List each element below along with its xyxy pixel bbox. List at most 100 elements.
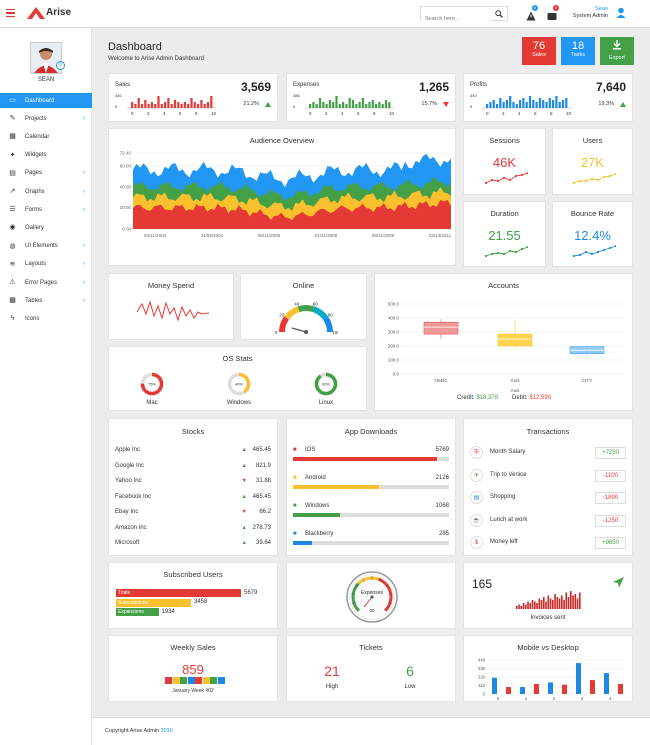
stock-row[interactable]: Yahoo Inc ▼ 31.88 [115, 478, 271, 492]
profits-bar [555, 96, 558, 108]
transaction-amount: -1890 [595, 492, 626, 504]
transaction-row[interactable]: ✈ Trip to Venice -1100 [470, 468, 626, 485]
debit-value: $12,590 [529, 395, 552, 401]
sidebar-item-error-pages[interactable]: ⚠ Error Pages › [0, 275, 92, 290]
sidebar-item-forms[interactable]: ☰ Forms › [0, 202, 92, 217]
sales-bar [140, 104, 144, 108]
sidebar-item-dashboard[interactable]: ▭ Dashboard [0, 93, 92, 108]
sidebar-item-calendar[interactable]: ▦ Calendar [0, 129, 92, 144]
invoices-bar [572, 595, 574, 609]
form-icon: ☰ [9, 206, 16, 214]
gauge-tick [388, 602, 393, 604]
stock-row[interactable]: Google Inc ▲ 821.9 [115, 463, 271, 477]
weekly-value: 859 [182, 662, 204, 677]
download-count: 5769 [435, 447, 449, 453]
profits-card: Profits 7,640 440 0 0 2 4 6 8 10 19.3% [463, 73, 633, 122]
money-sparkline [137, 300, 209, 322]
invoices-bar [522, 603, 525, 609]
sidebar-item-graphs[interactable]: ↗ Graphs › [0, 184, 92, 199]
transaction-row[interactable]: ▤ Shopping -1890 [470, 491, 626, 507]
audience-y-tick: 60.00 [120, 163, 132, 168]
sparkline-point [602, 248, 606, 252]
download-progress-fill [293, 541, 312, 545]
subscribed-name: Expansions [118, 609, 144, 615]
sales-bar [150, 102, 153, 108]
stock-value: 66.2 [259, 509, 271, 515]
monitor-icon: ▭ [9, 97, 16, 104]
sparkline-point [526, 171, 528, 175]
page-subtitle: Welcome to Arise Admin Dashboard [108, 56, 204, 62]
sparkline-point [578, 179, 582, 183]
expenses-bar [365, 104, 368, 108]
stock-row[interactable]: Ebay Inc ▼ 66.2 [115, 509, 271, 523]
accounts-box-chart: 500.0 400.0 300.0 200.0 100.0 0.0 HSBC Axis CITY… [388, 302, 625, 394]
export-button[interactable]: Export [600, 37, 634, 65]
sidebar-item-projects[interactable]: ✎ Projects › [0, 111, 92, 126]
footer-year[interactable]: 2016 [160, 728, 173, 734]
sidebar-item-ui-elements[interactable]: ◍ UI Elements › [0, 239, 92, 254]
weekly-block [187, 677, 195, 684]
sales-bar [190, 98, 193, 108]
notifications-button[interactable]: 0 [526, 5, 538, 21]
search-box[interactable] [420, 6, 508, 26]
search-icon[interactable] [495, 10, 503, 18]
transaction-row[interactable]: ⛨ Month Salary +7250 [470, 446, 626, 462]
profits-x-tick: 0 [486, 111, 489, 116]
messages-button[interactable]: 0 [547, 5, 559, 20]
stock-row[interactable]: Amazon Inc ▲ 278.73 [115, 525, 271, 539]
transaction-row[interactable]: ☕ Lunch at work -1250 [470, 513, 626, 530]
gauge-tick [362, 578, 365, 582]
download-row: ■ IOS 5769 [293, 447, 449, 465]
sidebar-item-pages[interactable]: ▤ Pages › [0, 166, 92, 181]
notification-count: 0 [532, 5, 538, 11]
sparkline-point [520, 173, 524, 177]
sidebar-item-layouts[interactable]: ≋ Layouts › [0, 257, 92, 272]
bounce-value: 12.4% [574, 228, 611, 243]
os-name: Mac [146, 400, 158, 406]
accounts-box [497, 333, 533, 347]
sidebar-item-icons[interactable]: ϟ Icons [0, 311, 92, 326]
weekly-title: Weekly Sales [170, 643, 216, 652]
md-bar-blue [576, 663, 581, 694]
os-item-windows: 40% Windows [226, 371, 252, 407]
sales-bar [137, 98, 140, 108]
stock-row[interactable]: Facebook Inc ▲ 465.45 [115, 494, 271, 508]
download-progress-fill [293, 457, 437, 461]
sidebar-item-gallery[interactable]: ◉ Gallery [0, 220, 92, 235]
sales-bar [160, 104, 163, 108]
profits-bar [512, 102, 515, 108]
sales-button[interactable]: 76 Sales [522, 37, 556, 65]
audience-y-tick: 40.00 [120, 185, 132, 190]
stock-row[interactable]: Microsoft ▲ 39.64 [115, 540, 271, 554]
invoices-bar [561, 595, 563, 609]
sidebar-item-widgets[interactable]: ✦ Widgets [0, 148, 92, 163]
expenses-x-tick: 10 [389, 111, 395, 116]
stock-row[interactable]: Apple Inc ▲ 465.45 [115, 447, 271, 461]
tickets-high-label: High [325, 684, 339, 690]
os-donut: 40% [227, 372, 251, 396]
arrow-up-icon: ▲ [241, 493, 247, 500]
accounts-title: Accounts [488, 281, 519, 290]
online-gauge-band [312, 306, 328, 320]
sessions-card: Sessions 46K [463, 128, 546, 195]
sidebar-item-label: Projects [25, 115, 47, 122]
weekly-block [172, 677, 180, 684]
md-x-tick: 3 [581, 696, 584, 701]
brand-logo[interactable]: Arise [27, 6, 87, 22]
user-menu[interactable]: Sean System Admin [565, 5, 645, 23]
tasks-button[interactable]: 18 Tasks [561, 37, 595, 65]
send-icon[interactable] [613, 577, 624, 588]
os-item-mac: 75% Mac [139, 371, 165, 407]
expenses-bar [348, 98, 351, 108]
transaction-row[interactable]: $ Money left +9650 [470, 536, 626, 552]
downloads-card: App Downloads ■ IOS 5769 ■ Android 2126 ■ Windo… [286, 418, 456, 556]
md-bar-red [562, 684, 567, 694]
transaction-name: Money left [490, 539, 518, 545]
sidebar-item-tables[interactable]: ▦ Tables › [0, 293, 92, 308]
hamburger-icon[interactable] [6, 9, 15, 17]
md-x-tick: 1 [525, 696, 528, 701]
search-input[interactable] [421, 12, 491, 26]
plane-icon: ✈ [470, 468, 483, 482]
subscribed-title: Subscribed Users [163, 570, 223, 579]
stock-name: Ebay Inc [115, 509, 139, 515]
